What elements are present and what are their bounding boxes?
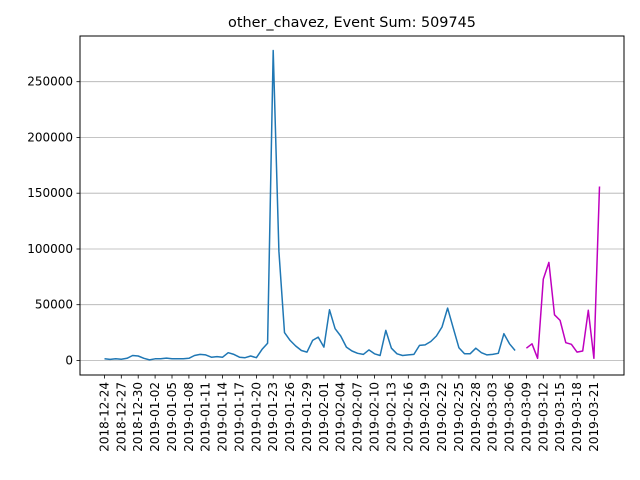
x-tick-label: 2019-01-05 (165, 382, 179, 452)
x-tick-label: 2019-01-20 (249, 382, 263, 452)
x-tick-label: 2018-12-24 (98, 382, 112, 452)
x-tick-label: 2019-02-07 (351, 382, 365, 452)
x-tick-label: 2018-12-27 (114, 382, 128, 452)
x-tick-label: 2019-02-13 (384, 382, 398, 452)
series-line-2 (525, 186, 601, 360)
x-tick-label: 2019-01-17 (233, 382, 247, 452)
grid-lines (80, 81, 624, 361)
y-tick-label: 250000 (27, 75, 73, 89)
x-tick-label: 2019-01-26 (283, 382, 297, 452)
x-tick-label: 2018-12-30 (131, 382, 145, 452)
x-tick-label: 2019-03-12 (536, 382, 550, 452)
x-tick-label: 2019-02-28 (469, 382, 483, 452)
chart-title: other_chavez, Event Sum: 509745 (228, 15, 476, 31)
x-tick-label: 2019-02-10 (368, 382, 382, 452)
x-tick-label: 2019-02-01 (317, 382, 331, 452)
x-tick-label: 2019-03-21 (587, 382, 601, 452)
y-axis: 0 50000 100000 150000 200000 250000 (27, 75, 80, 368)
x-axis: 2018-12-24 2018-12-27 2018-12-30 2019-01-02… (98, 375, 601, 452)
x-tick-label: 2019-01-29 (300, 382, 314, 452)
x-tick-label: 2019-02-19 (418, 382, 432, 452)
x-tick-label: 2019-02-16 (401, 382, 415, 452)
y-tick-label: 150000 (27, 186, 73, 200)
y-tick-label: 50000 (35, 298, 73, 312)
x-tick-label: 2019-02-22 (435, 382, 449, 452)
y-tick-label: 200000 (27, 131, 73, 145)
y-tick-label: 0 (65, 354, 73, 368)
x-tick-label: 2019-01-23 (266, 382, 280, 452)
x-tick-label: 2019-02-04 (334, 382, 348, 452)
x-tick-label: 2019-03-18 (570, 382, 584, 452)
x-tick-label: 2019-01-14 (216, 382, 230, 452)
x-tick-label: 2019-01-08 (182, 382, 196, 452)
x-tick-label: 2019-03-09 (519, 382, 533, 452)
series-line-1 (104, 49, 516, 361)
x-tick-label: 2019-01-11 (199, 382, 213, 452)
x-tick-label: 2019-03-15 (553, 382, 567, 452)
x-tick-label: 2019-03-06 (503, 382, 517, 452)
x-tick-label: 2019-01-02 (148, 382, 162, 452)
plot-frame (79, 35, 625, 376)
x-tick-label: 2019-02-25 (452, 382, 466, 452)
series-lines (104, 49, 601, 361)
y-tick-label: 100000 (27, 242, 73, 256)
x-tick-label: 2019-03-03 (486, 382, 500, 452)
